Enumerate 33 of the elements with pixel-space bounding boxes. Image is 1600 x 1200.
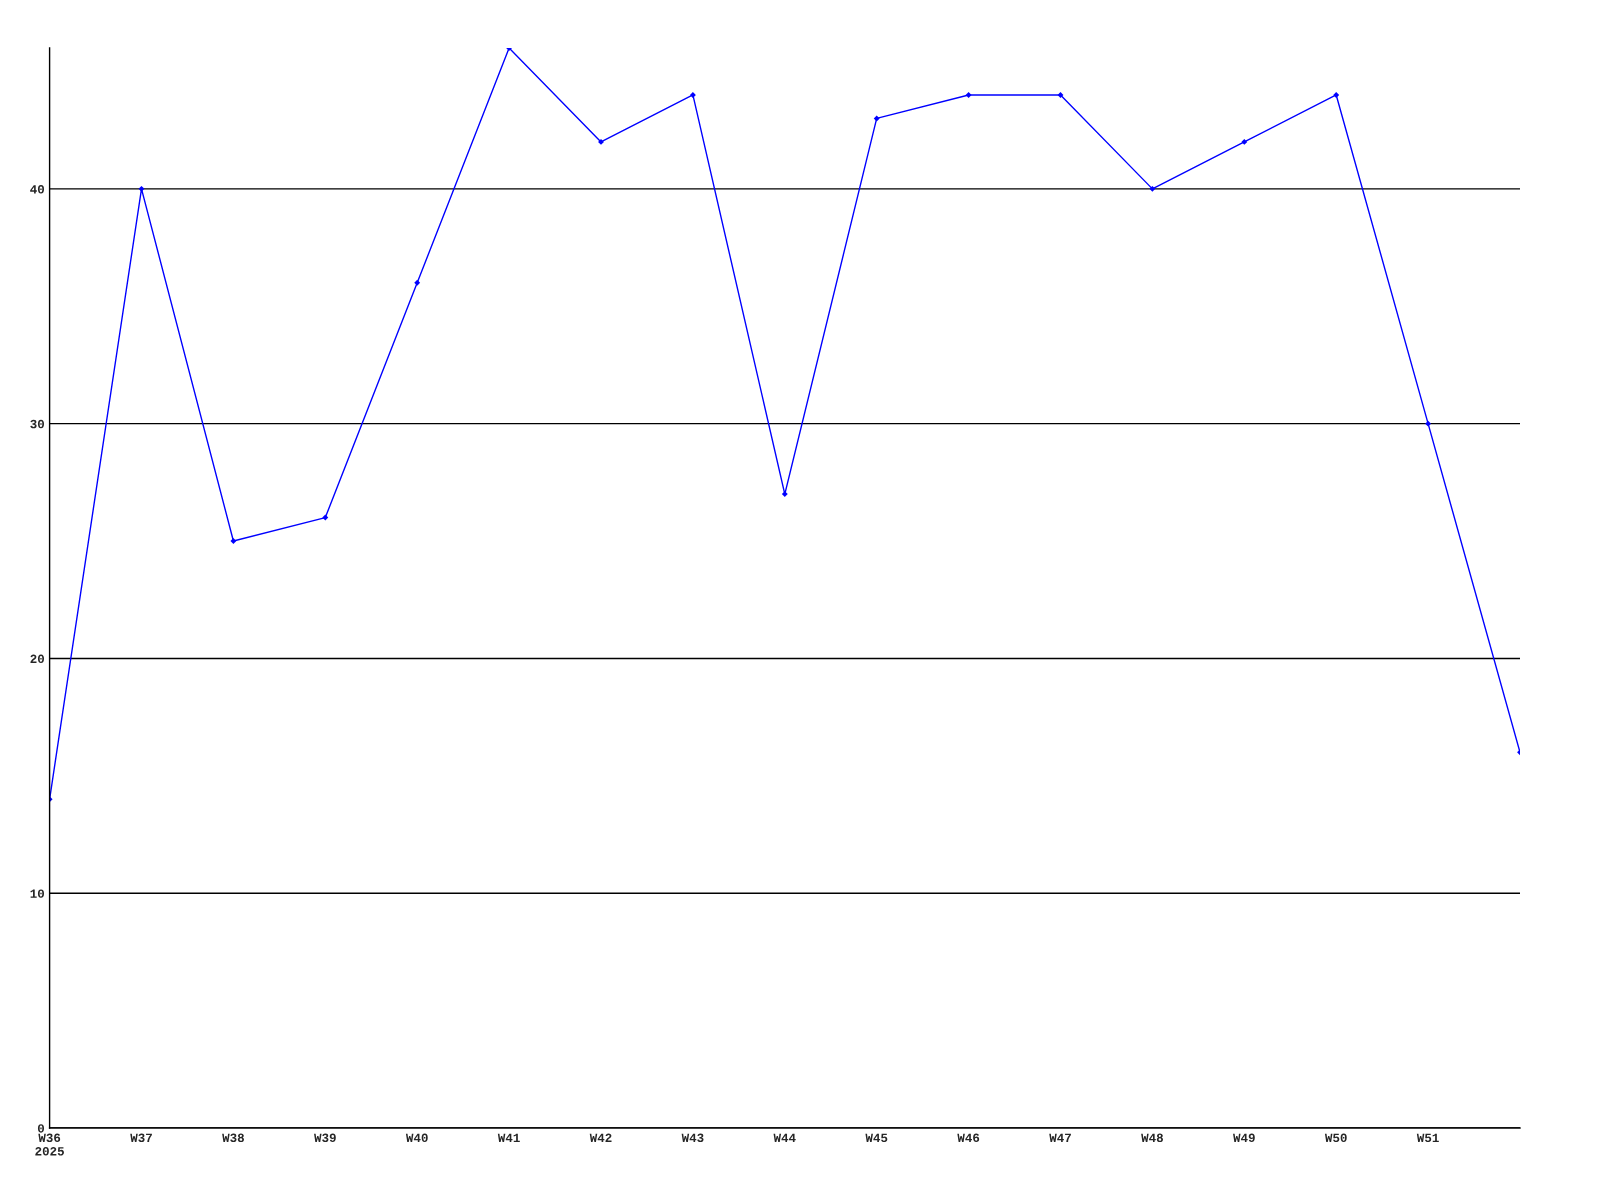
x-tick-label: W42 (589, 1133, 612, 1142)
point (598, 138, 604, 145)
y-tick-label: 20 (30, 654, 45, 664)
point (1333, 92, 1340, 98)
point (1241, 138, 1248, 145)
point (781, 491, 788, 498)
x-tick-label: W46 (957, 1133, 980, 1143)
point (965, 92, 972, 98)
point (322, 514, 329, 521)
point (1425, 420, 1432, 427)
point (230, 538, 237, 544)
x-tick-label: W38 (222, 1133, 244, 1143)
y-tick-label: 40 (30, 185, 45, 194)
point (873, 115, 880, 122)
x-tick-label: W39 (314, 1133, 336, 1143)
x-tick-label: W43 (681, 1133, 704, 1143)
x-tick-label: W45 (865, 1133, 888, 1143)
x-tick-label: W49 (1233, 1133, 1255, 1143)
x-tick-label: W44 (773, 1133, 796, 1142)
x-tick-label: W51 (1416, 1133, 1439, 1143)
x-tick-label: W48 (1141, 1133, 1163, 1143)
y-tick-label: 30 (30, 419, 45, 429)
point (1149, 185, 1156, 192)
point (1057, 92, 1064, 98)
y-tick-label: 0 (37, 1124, 45, 1133)
point (138, 185, 145, 192)
x-tick-label: W50 (1324, 1133, 1347, 1143)
y-tick-label: 10 (30, 889, 45, 898)
x-tick-label: W47 (1049, 1133, 1071, 1142)
x-tick-label: W40 (405, 1133, 428, 1143)
x-tick-label: W37 (130, 1133, 152, 1143)
x-tick-label: W41 (497, 1133, 520, 1142)
x-tick-label: W36 2025 (35, 1133, 64, 1156)
